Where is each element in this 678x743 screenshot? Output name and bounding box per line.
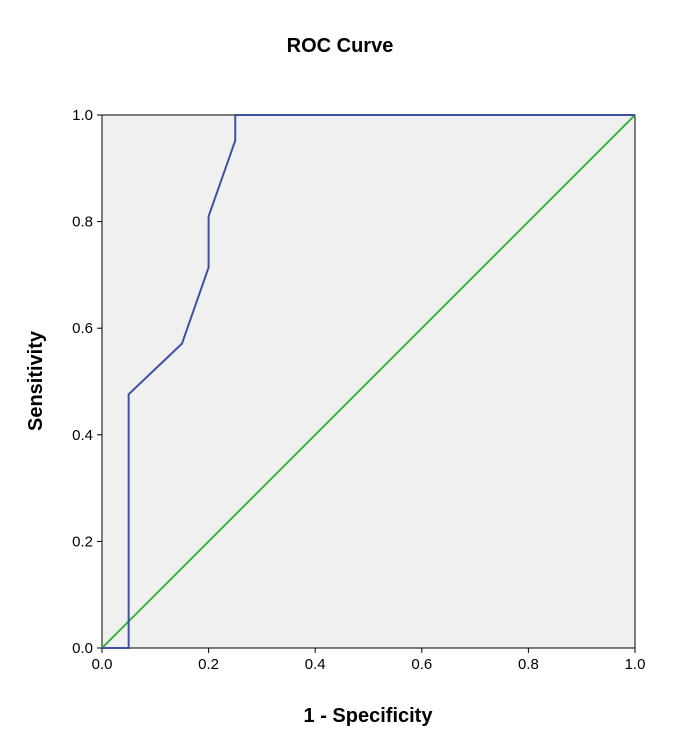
- y-tick-label: 1.0: [72, 107, 93, 124]
- y-tick-label: 0.4: [72, 427, 93, 444]
- x-tick-label: 0.2: [198, 656, 219, 673]
- y-axis-title: Sensitivity: [25, 330, 47, 431]
- reference-line: [101, 114, 636, 649]
- y-tick-label: 0.0: [72, 640, 93, 657]
- y-tick-label: 0.2: [72, 533, 93, 550]
- chart-title: ROC Curve: [287, 35, 394, 57]
- x-tick-label: 0.0: [92, 656, 113, 673]
- x-tick-label: 0.6: [411, 656, 432, 673]
- x-tick-label: 1.0: [625, 656, 646, 673]
- y-tick-label: 0.8: [72, 214, 93, 231]
- x-axis-title: 1 - Specificity: [304, 705, 434, 727]
- y-tick-label: 0.6: [72, 320, 93, 337]
- y-axis: 0.0 0.2 0.4 0.6 0.8 1.0: [72, 107, 102, 657]
- x-axis: 0.0 0.2 0.4 0.6 0.8 1.0: [92, 648, 646, 673]
- series-layer: [101, 114, 636, 649]
- x-tick-label: 0.4: [305, 656, 326, 673]
- x-tick-label: 0.8: [518, 656, 539, 673]
- roc-curve-line: [102, 114, 635, 649]
